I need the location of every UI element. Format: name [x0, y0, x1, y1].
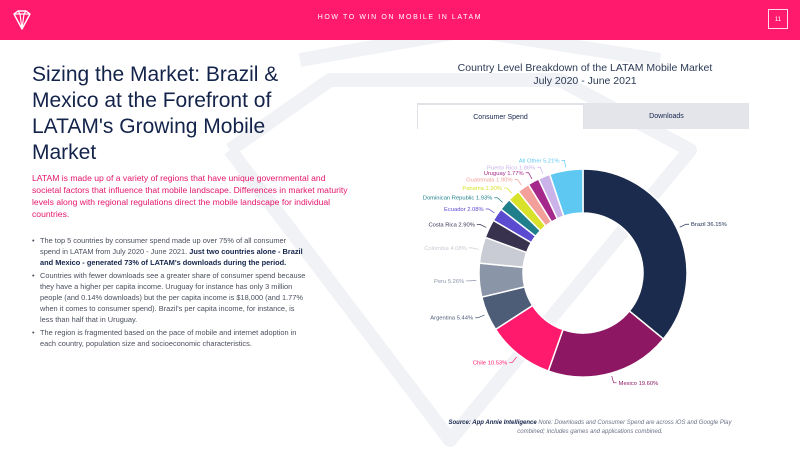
top-bar: HOW TO WIN ON MOBILE IN LATAM 11	[0, 0, 800, 40]
leader-line	[537, 166, 544, 174]
leader-line	[525, 172, 533, 180]
chart-title: Country Level Breakdown of the LATAM Mob…	[457, 62, 713, 74]
bullet-text: Countries with fewer downloads see a gre…	[40, 270, 306, 325]
leader-line	[503, 187, 512, 194]
tab-downloads[interactable]: Downloads	[584, 103, 749, 129]
bullet-item: The region is fragmented based on the pa…	[32, 327, 307, 349]
slice-label: Costa Rica 2.90%	[428, 222, 474, 228]
slice-label: Colombia 4.08%	[424, 246, 467, 252]
slice-label: All Other 5.21%	[519, 159, 560, 165]
slice-label: Chile 10.53%	[473, 360, 507, 366]
leader-line	[611, 375, 617, 384]
donut-chart: Brazil 36.15% Mexico 19.60% Chile 10.53% Ar…	[423, 159, 727, 387]
slice-label: Ecuador 2.08%	[444, 207, 484, 213]
bullet-item: Countries with fewer downloads see a gre…	[32, 270, 307, 326]
leader-line	[475, 314, 485, 319]
bullet-text: The region is fragmented based on the pa…	[40, 327, 297, 348]
leader-line	[514, 179, 522, 186]
source-label: Source: App Annie Intelligence	[448, 420, 537, 426]
leader-line	[509, 356, 517, 363]
bullet-bold-text: Just two countries alone - Brazil and Me…	[40, 247, 303, 268]
leader-line	[494, 197, 503, 203]
report-title: HOW TO WIN ON MOBILE IN LATAM	[317, 14, 483, 21]
leader-line	[679, 223, 690, 228]
bullet-item: The top 5 countries by consumer spend ma…	[32, 235, 307, 269]
page-number: 11	[768, 9, 788, 29]
diamond-logo-icon	[13, 10, 31, 30]
slice-label: Peru 5.26%	[434, 279, 464, 285]
slice-label: Brazil 36.15%	[691, 222, 727, 228]
slice-label: Panama 1.90%	[462, 186, 502, 192]
source-note-text: Note: Downloads and Consumer Spend are a…	[517, 420, 732, 435]
slice-label: Guatemala 1.90%	[466, 178, 512, 184]
leader-line	[476, 224, 487, 228]
slice-label: Puerto Rico 1.86%	[487, 165, 535, 171]
slice-all-other	[548, 168, 584, 218]
leader-line	[468, 247, 479, 250]
slice-label: Mexico 19.60%	[619, 381, 659, 387]
leader-line	[485, 208, 495, 214]
page-heading: Sizing the Market: Brazil & Mexico at th…	[32, 63, 279, 164]
slice-label: Dominican Republic 1.93%	[423, 196, 493, 202]
leader-line	[561, 160, 567, 168]
source-note: Source: App Annie Intelligence Note: Dow…	[440, 419, 740, 437]
intro-text: LATAM is made up of a variety of regions…	[32, 173, 348, 219]
tab-consumer-spend[interactable]: Consumer Spend	[417, 103, 584, 129]
bullet-text: The top 5 countries by consumer spend ma…	[40, 236, 287, 257]
slice-label: Uruguay 1.77%	[484, 171, 524, 177]
bullet-list: The top 5 countries by consumer spend ma…	[32, 235, 307, 350]
slice-brazil	[582, 168, 688, 340]
chart-title-block: Country Level Breakdown of the LATAM Mob…	[410, 62, 760, 88]
slice-label: Argentina 5.44%	[430, 316, 473, 322]
chart-tabs: Consumer Spend Downloads	[417, 103, 749, 129]
chart-subtitle: July 2020 - June 2021	[533, 75, 637, 87]
